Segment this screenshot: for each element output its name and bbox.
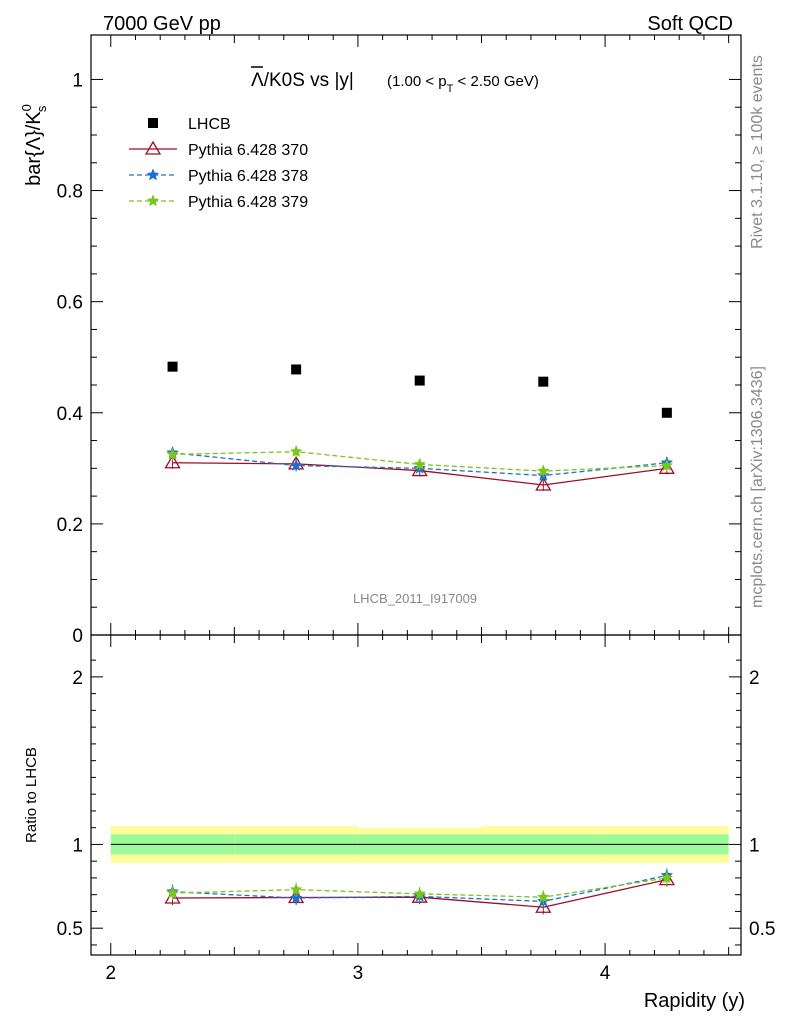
x-tick-label: 2: [105, 963, 116, 984]
title-cut-end: < 2.50 GeV): [453, 73, 538, 90]
ratio-y-tick-label-right: 0.5: [749, 919, 775, 940]
ratio-point-2: [166, 886, 179, 899]
main-y-tick-label: 0.2: [57, 515, 83, 536]
main-y-tick-label: 0: [72, 626, 83, 647]
ylabel-text: bar{Λ}/K: [23, 111, 45, 186]
data-point-3: [289, 445, 303, 458]
header-category: Soft QCD: [647, 13, 733, 35]
header-energy: 7000 GeV pp: [103, 13, 221, 35]
legend-marker: [146, 194, 160, 207]
legend-entry: LHCB: [188, 116, 231, 133]
title-rest: /K0S vs |y|: [264, 70, 354, 91]
series-line-2: [172, 452, 667, 477]
ratio-point-2: [413, 887, 427, 900]
ratio-y-tick-label-right: 2: [749, 668, 760, 689]
ratio-y-tick-label-right: 1: [749, 835, 760, 856]
main-plot-title: Λ/K0S vs |y| (1.00 < pT < 2.50 GeV): [251, 66, 539, 95]
data-point-0: [661, 407, 672, 418]
data-point-1: [164, 454, 181, 469]
x-axis-label: Rapidity (y): [644, 990, 745, 1012]
x-tick-label: 3: [353, 963, 364, 984]
ratio-y-tick-label-left: 0.5: [57, 919, 83, 940]
title-cut: (1.00 < pT < 2.50 GeV): [387, 73, 539, 95]
data-point-0: [414, 375, 425, 386]
legend-marker: [144, 140, 162, 155]
main-y-tick-label: 0.6: [57, 293, 83, 314]
ratio-y-tick-label-left: 1: [72, 835, 83, 856]
data-point-1: [535, 476, 552, 491]
data-point-3: [166, 447, 179, 460]
ratio-plot-series: [164, 868, 675, 915]
ratio-y-axis-label: Ratio to LHCB: [23, 747, 40, 843]
data-point-0: [291, 364, 302, 375]
axes-frames: 0 0.2 0.4 0.6 0.8 1 0.5 0.5 1 1 2 2 2 3 4: [57, 34, 775, 984]
series-line-3: [172, 451, 667, 472]
legend-entry: Pythia 6.428 370: [188, 142, 308, 159]
title-text: Λ/K0S vs |y|: [251, 70, 354, 91]
mcplots-label: mcplots.cern.ch [arXiv:1306.3436]: [749, 366, 766, 608]
analysis-watermark: LHCB_2011_I917009: [353, 591, 477, 606]
legend-entry: Pythia 6.428 379: [188, 194, 308, 211]
legend: LHCB Pythia 6.428 370 Pythia 6.428 378 Pyth…: [129, 116, 308, 211]
ratio-point-2: [660, 871, 674, 884]
main-y-tick-label: 0.8: [57, 182, 83, 203]
ratio-y-tick-label-left: 2: [72, 668, 83, 689]
ratio-point-1: [289, 891, 303, 904]
x-tick-label: 4: [600, 963, 611, 984]
ylabel-sup: 0: [19, 104, 34, 111]
main-plot-series: [164, 361, 675, 491]
ratio-point-2: [289, 883, 303, 896]
ratio-uncertainty-bands: [110, 825, 729, 863]
main-y-tick-label: 0.4: [57, 404, 84, 425]
data-point-3: [660, 458, 674, 471]
rivet-version-label: Rivet 3.1.10, ≥ 100k events: [749, 55, 766, 249]
data-point-2: [289, 458, 303, 471]
legend-marker: [148, 118, 158, 128]
title-cut-sub: T: [447, 83, 454, 95]
legend-entry: Pythia 6.428 378: [188, 168, 308, 185]
ratio-line-1: [172, 874, 667, 903]
data-point-0: [538, 376, 549, 387]
data-point-3: [413, 457, 427, 470]
legend-marker: [146, 168, 160, 181]
ratio-line-2: [172, 877, 667, 898]
data-point-3: [536, 464, 550, 477]
ratio-point-2: [536, 890, 550, 903]
data-point-0: [167, 361, 178, 372]
main-y-axis-label: bar{Λ}/K0s: [19, 104, 49, 186]
main-y-tick-label: 1: [72, 70, 83, 91]
ylabel-sub: s: [34, 105, 49, 112]
title-cut-start: (1.00 < p: [387, 73, 447, 90]
title-symbol: Λ: [251, 70, 264, 91]
ratio-plot-frame: [90, 634, 742, 956]
